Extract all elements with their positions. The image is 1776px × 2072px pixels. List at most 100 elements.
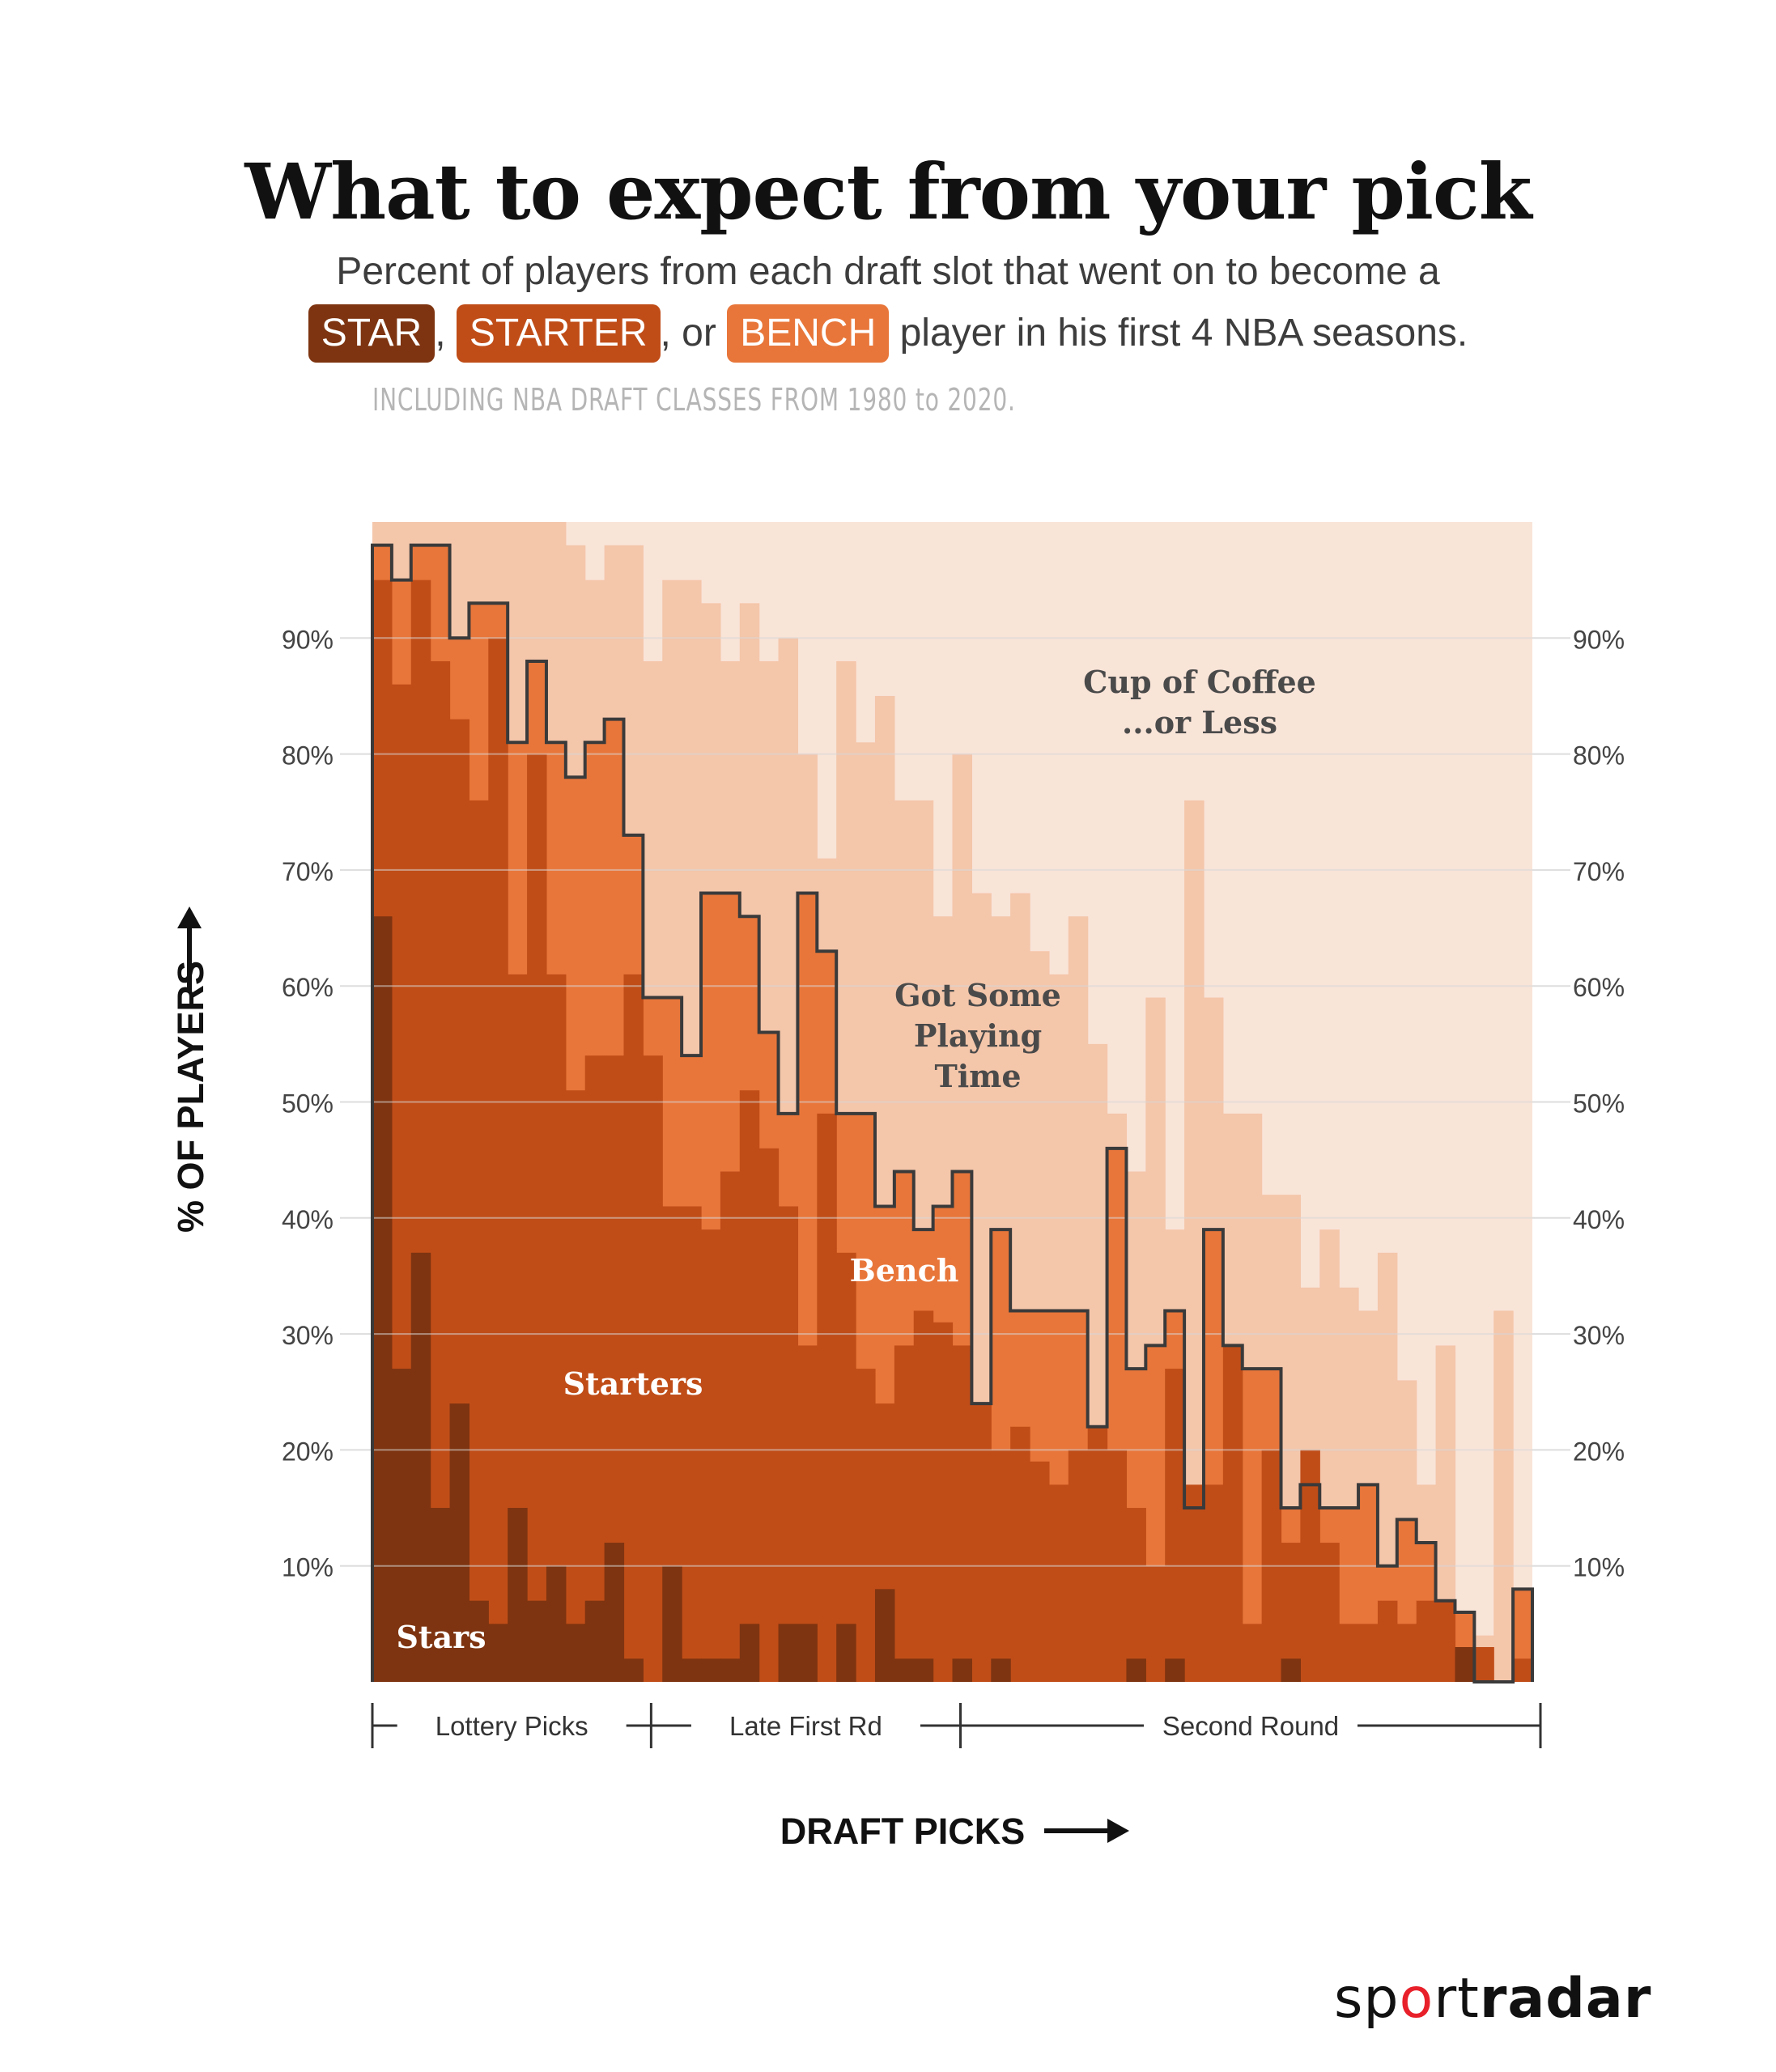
star-bar bbox=[410, 1252, 431, 1682]
starters-label: Starters bbox=[563, 1365, 703, 1402]
starter-bar bbox=[1339, 1624, 1359, 1682]
star-bar bbox=[1281, 1658, 1301, 1682]
y-tick-label-right: 60% bbox=[1573, 973, 1625, 1002]
starter-bar bbox=[933, 1322, 954, 1682]
y-tick-label-left: 10% bbox=[282, 1553, 334, 1582]
starter-bar bbox=[1416, 1600, 1437, 1682]
starter-bar bbox=[584, 1055, 605, 1682]
y-tick-label-right: 40% bbox=[1573, 1205, 1625, 1234]
y-axis-arrow-head bbox=[177, 906, 202, 928]
bench-chip: BENCH bbox=[727, 304, 890, 363]
star-bar bbox=[430, 1508, 451, 1682]
star-bar bbox=[604, 1543, 625, 1682]
coffee-label-1: Cup of Coffee bbox=[1083, 664, 1316, 700]
bench-label: Bench bbox=[850, 1252, 959, 1289]
x-group-label: Lottery Picks bbox=[436, 1711, 588, 1741]
star-bar bbox=[584, 1600, 605, 1682]
subtitle-line-2-end: player in his first 4 NBA seasons. bbox=[899, 312, 1468, 355]
x-axis-label: DRAFT PICKS bbox=[780, 1811, 1026, 1852]
data-note: INCLUDING NBA DRAFT CLASSES FROM 1980 to… bbox=[372, 382, 1016, 418]
y-tick-label-right: 70% bbox=[1573, 857, 1625, 886]
series-star bbox=[372, 916, 1475, 1682]
y-tick-label-right: 90% bbox=[1573, 625, 1625, 654]
star-bar bbox=[894, 1658, 915, 1682]
starter-bar bbox=[971, 1403, 992, 1682]
starter-bar bbox=[1222, 1345, 1243, 1682]
starter-bar bbox=[720, 1171, 741, 1682]
starter-bar bbox=[1010, 1426, 1030, 1682]
starter-bar bbox=[682, 1206, 702, 1682]
y-tick-label-left: 50% bbox=[282, 1089, 334, 1119]
coffee-label-2: ...or Less bbox=[1122, 704, 1277, 741]
star-bar bbox=[662, 1565, 682, 1682]
starter-bar bbox=[643, 1055, 663, 1682]
chart-title: What to expect from your pick bbox=[244, 147, 1532, 237]
star-bar bbox=[508, 1508, 528, 1682]
separator-2: , or bbox=[660, 312, 716, 355]
star-bar bbox=[952, 1658, 972, 1682]
starter-bar bbox=[758, 1148, 780, 1682]
starter-bar bbox=[1145, 1565, 1166, 1682]
star-chip: STAR bbox=[308, 304, 436, 363]
star-bar bbox=[739, 1624, 760, 1682]
y-tick-label-right: 30% bbox=[1573, 1321, 1625, 1350]
y-tick-label-right: 80% bbox=[1573, 741, 1625, 771]
star-bar bbox=[991, 1658, 1011, 1682]
star-bar bbox=[778, 1624, 799, 1682]
starter-bar bbox=[913, 1310, 934, 1682]
star-bar bbox=[720, 1658, 741, 1682]
y-tick-label-left: 70% bbox=[282, 857, 334, 886]
starter-bar bbox=[739, 1090, 760, 1682]
star-bar bbox=[1455, 1647, 1475, 1682]
y-tick-label-right: 50% bbox=[1573, 1089, 1625, 1119]
bench-outline bbox=[371, 543, 1534, 1684]
starter-bar bbox=[1242, 1624, 1263, 1682]
y-tick-label-right: 10% bbox=[1573, 1553, 1625, 1582]
starter-bar bbox=[1203, 1484, 1224, 1682]
playing-time-bar bbox=[1493, 1310, 1514, 1682]
playing-time-label-3: Time bbox=[934, 1058, 1021, 1094]
starter-chip: STARTER bbox=[456, 304, 661, 363]
x-axis-arrow-head bbox=[1107, 1819, 1129, 1843]
x-group-label: Second Round bbox=[1162, 1711, 1339, 1741]
starter-bar bbox=[1184, 1484, 1205, 1682]
sportradar-logo: sportradar bbox=[1334, 1967, 1652, 2031]
star-bar bbox=[546, 1565, 567, 1682]
star-bar bbox=[874, 1589, 895, 1682]
y-tick-label-left: 20% bbox=[282, 1437, 334, 1466]
starter-bar bbox=[488, 638, 508, 1682]
starter-bar bbox=[1513, 1658, 1533, 1682]
stars-label: Stars bbox=[396, 1619, 486, 1655]
y-tick-label-left: 40% bbox=[282, 1205, 334, 1234]
starter-bar bbox=[1396, 1624, 1417, 1682]
starter-bar bbox=[1435, 1600, 1456, 1682]
star-bar bbox=[623, 1658, 644, 1682]
starter-bar bbox=[546, 974, 567, 1682]
y-tick-label-left: 80% bbox=[282, 741, 334, 771]
star-bar bbox=[469, 1600, 489, 1682]
starter-bar bbox=[1358, 1624, 1379, 1682]
x-group-label: Late First Rd bbox=[729, 1711, 882, 1741]
starter-bar bbox=[1165, 1369, 1185, 1682]
star-bar bbox=[701, 1658, 721, 1682]
starter-bar bbox=[1319, 1543, 1340, 1682]
star-bar bbox=[682, 1658, 702, 1682]
star-bar bbox=[913, 1658, 934, 1682]
star-bar bbox=[836, 1624, 856, 1682]
star-bar bbox=[1126, 1658, 1146, 1682]
starter-bar bbox=[817, 1113, 837, 1682]
starter-bar bbox=[1474, 1647, 1494, 1682]
starter-bar bbox=[1030, 1461, 1050, 1682]
starter-bar bbox=[856, 1369, 876, 1682]
starter-bar bbox=[836, 1252, 856, 1682]
separator-1: , bbox=[435, 312, 446, 355]
y-tick-label-left: 30% bbox=[282, 1321, 334, 1350]
star-bar bbox=[565, 1624, 586, 1682]
y-tick-label-left: 60% bbox=[282, 973, 334, 1002]
starter-bar bbox=[1048, 1484, 1069, 1682]
starter-bar bbox=[701, 1229, 721, 1682]
star-bar bbox=[527, 1600, 547, 1682]
star-bar bbox=[797, 1624, 818, 1682]
y-tick-label-left: 90% bbox=[282, 625, 334, 654]
